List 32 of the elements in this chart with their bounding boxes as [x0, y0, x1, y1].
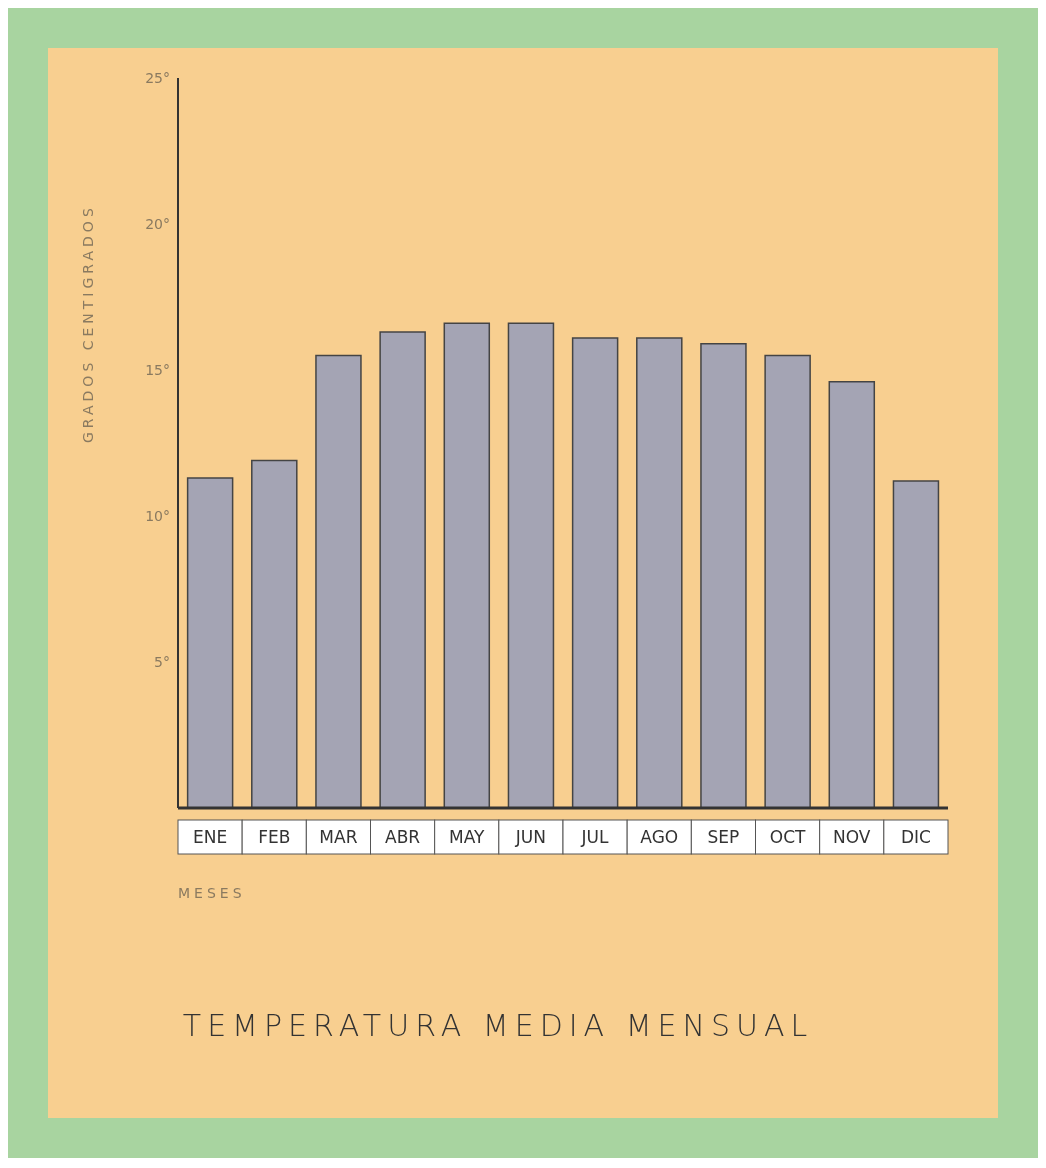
bar [379, 331, 426, 808]
bar [571, 337, 619, 808]
x-tick-label: MAY [449, 827, 486, 847]
x-axis-title: MESES [178, 885, 246, 901]
bar [443, 322, 491, 808]
y-tick-label: 5° [154, 653, 170, 670]
x-tick-label: FEB [258, 827, 291, 847]
y-tick-label: 20° [145, 215, 170, 232]
x-tick-label: ENE [192, 827, 228, 847]
bar [700, 342, 747, 808]
bar [186, 477, 234, 808]
y-tick-label: 25° [145, 69, 170, 86]
bar [315, 354, 362, 808]
x-tick-label: SEP [707, 827, 740, 847]
bar [892, 480, 940, 808]
bar [636, 337, 683, 808]
bar [764, 354, 811, 808]
x-tick-label: AGO [640, 827, 679, 847]
x-tick-label: DIC [900, 827, 931, 847]
x-tick-label: MAR [319, 827, 358, 847]
bar [251, 459, 298, 808]
y-axis-title: GRADOS CENTIGRADOS [79, 204, 96, 443]
bar [507, 322, 555, 808]
x-tick-label: NOV [833, 827, 871, 847]
x-tick-label: JUN [514, 827, 547, 847]
x-tick-label: JUL [580, 827, 610, 847]
x-tick-label: OCT [769, 827, 807, 847]
y-tick-label: 10° [145, 507, 170, 524]
x-tick-label: ABR [385, 827, 421, 847]
y-tick-label: 15° [145, 361, 170, 378]
bar [828, 380, 876, 808]
text: TEMPERATURA MEDIA MENSUAL [181, 1008, 815, 1043]
